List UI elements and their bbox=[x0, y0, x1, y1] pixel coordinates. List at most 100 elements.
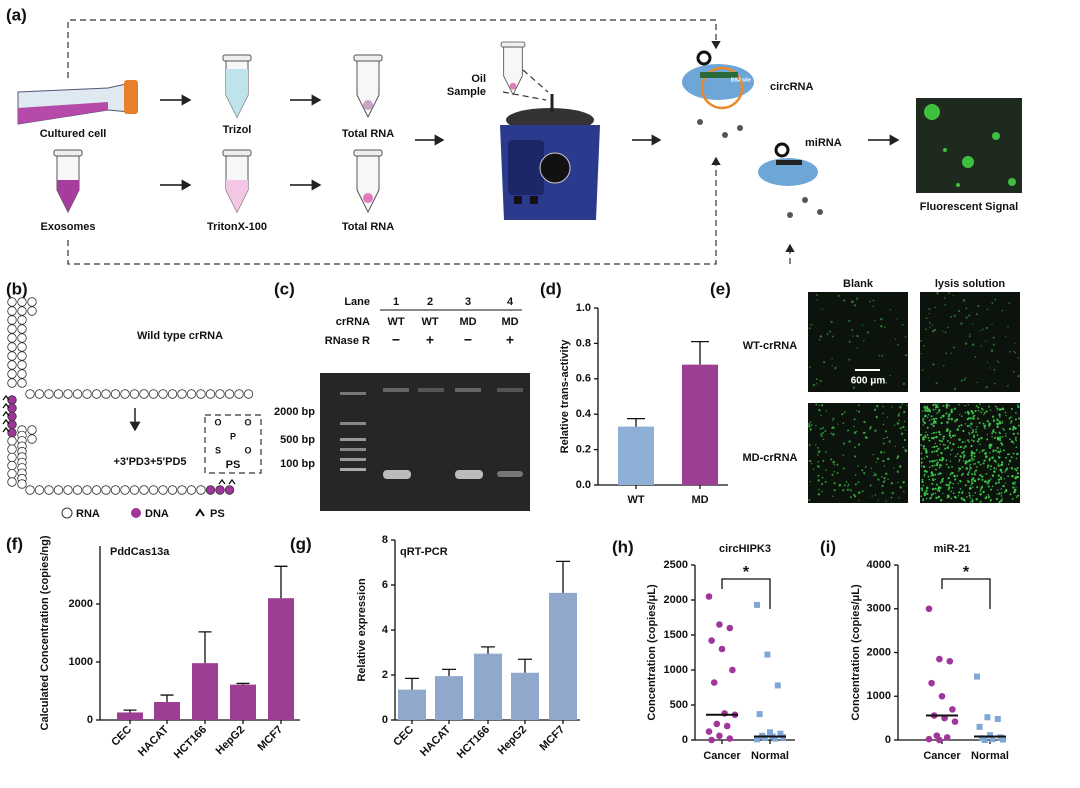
speckle bbox=[959, 445, 963, 449]
speckle bbox=[1017, 375, 1020, 378]
speckle bbox=[940, 472, 942, 475]
speckle bbox=[996, 407, 999, 410]
speckle bbox=[999, 448, 1001, 450]
speckle bbox=[972, 486, 974, 488]
speckle bbox=[932, 403, 935, 407]
speckle bbox=[922, 437, 925, 441]
speckle bbox=[927, 475, 930, 478]
speckle bbox=[928, 460, 931, 463]
speckle bbox=[891, 406, 893, 408]
speckle bbox=[999, 464, 1002, 467]
speckle bbox=[951, 448, 954, 450]
speckle bbox=[950, 436, 952, 439]
speckle bbox=[879, 317, 883, 321]
speckle bbox=[821, 308, 823, 310]
speckle bbox=[958, 467, 960, 469]
mirna-graphic bbox=[758, 142, 823, 218]
speckle bbox=[989, 468, 992, 471]
point bbox=[989, 736, 996, 743]
speckle bbox=[842, 467, 845, 470]
speckle bbox=[971, 412, 975, 415]
speckle bbox=[857, 481, 860, 484]
speckle bbox=[980, 486, 983, 489]
speckle bbox=[1009, 422, 1012, 424]
speckle bbox=[1010, 407, 1013, 410]
speckle bbox=[984, 496, 987, 500]
speckle bbox=[956, 453, 959, 455]
speckle bbox=[822, 438, 825, 441]
speckle bbox=[933, 328, 937, 332]
speckle bbox=[992, 336, 995, 339]
speckle bbox=[949, 434, 951, 437]
speckle bbox=[951, 465, 953, 468]
speckle bbox=[896, 457, 899, 460]
speckle bbox=[930, 493, 933, 496]
speckle bbox=[817, 446, 819, 449]
speckle bbox=[939, 443, 941, 446]
speckle bbox=[1010, 416, 1012, 419]
speckle bbox=[845, 481, 848, 483]
speckle bbox=[922, 421, 925, 423]
speckle bbox=[973, 471, 976, 473]
crrna-label: WT bbox=[421, 316, 438, 328]
speckle bbox=[1005, 489, 1008, 492]
speckle bbox=[945, 352, 947, 355]
scale-label: 600 μm bbox=[851, 376, 886, 387]
speckle bbox=[930, 415, 933, 418]
tube bbox=[500, 41, 526, 96]
speckle bbox=[857, 410, 861, 413]
speckle bbox=[831, 358, 833, 360]
speckle bbox=[998, 413, 1001, 416]
y-tick-label: 0 bbox=[87, 714, 93, 726]
speckle bbox=[873, 472, 875, 474]
speckle bbox=[808, 366, 811, 369]
column-header: Blank bbox=[843, 278, 874, 290]
speckle bbox=[998, 422, 1001, 425]
speckle bbox=[853, 425, 855, 428]
speckle bbox=[931, 446, 933, 448]
speckle bbox=[967, 481, 969, 483]
speckle bbox=[926, 455, 929, 458]
micrograph bbox=[920, 292, 1020, 392]
y-tick-label: 0.8 bbox=[576, 337, 591, 349]
speckle bbox=[934, 473, 937, 476]
speckle bbox=[927, 416, 929, 419]
speckle bbox=[843, 299, 846, 302]
speckle bbox=[968, 459, 971, 461]
rna-base bbox=[17, 333, 27, 343]
speckle bbox=[878, 354, 881, 357]
speckle bbox=[965, 377, 967, 379]
rna-base bbox=[34, 389, 45, 399]
speckle bbox=[959, 480, 962, 483]
speckle bbox=[977, 304, 980, 308]
rna-base bbox=[82, 485, 92, 495]
point bbox=[705, 593, 713, 600]
speckle bbox=[970, 454, 973, 457]
speckle bbox=[991, 456, 994, 459]
speckle bbox=[1000, 478, 1003, 481]
speckle bbox=[996, 425, 999, 429]
speckle bbox=[958, 309, 961, 313]
speckle bbox=[971, 473, 974, 476]
speckle bbox=[938, 466, 941, 469]
speckle bbox=[986, 466, 989, 469]
speckle bbox=[820, 434, 823, 437]
speckle bbox=[962, 299, 966, 302]
speckle bbox=[897, 481, 899, 484]
speckle bbox=[975, 431, 978, 433]
speckle bbox=[959, 414, 961, 416]
speckle bbox=[1015, 446, 1018, 449]
vortex bbox=[500, 94, 600, 220]
dna-base bbox=[7, 411, 17, 422]
micrograph bbox=[808, 403, 908, 503]
speckle bbox=[856, 380, 859, 383]
y-tick-label: 2500 bbox=[664, 559, 688, 571]
point bbox=[936, 736, 943, 744]
chart-title: circHIPK3 bbox=[719, 543, 771, 555]
rna-base bbox=[17, 306, 27, 316]
speckle bbox=[903, 420, 906, 423]
speckle bbox=[848, 340, 851, 343]
speckle bbox=[932, 437, 935, 440]
speckle bbox=[949, 474, 952, 476]
speckle bbox=[831, 427, 833, 430]
